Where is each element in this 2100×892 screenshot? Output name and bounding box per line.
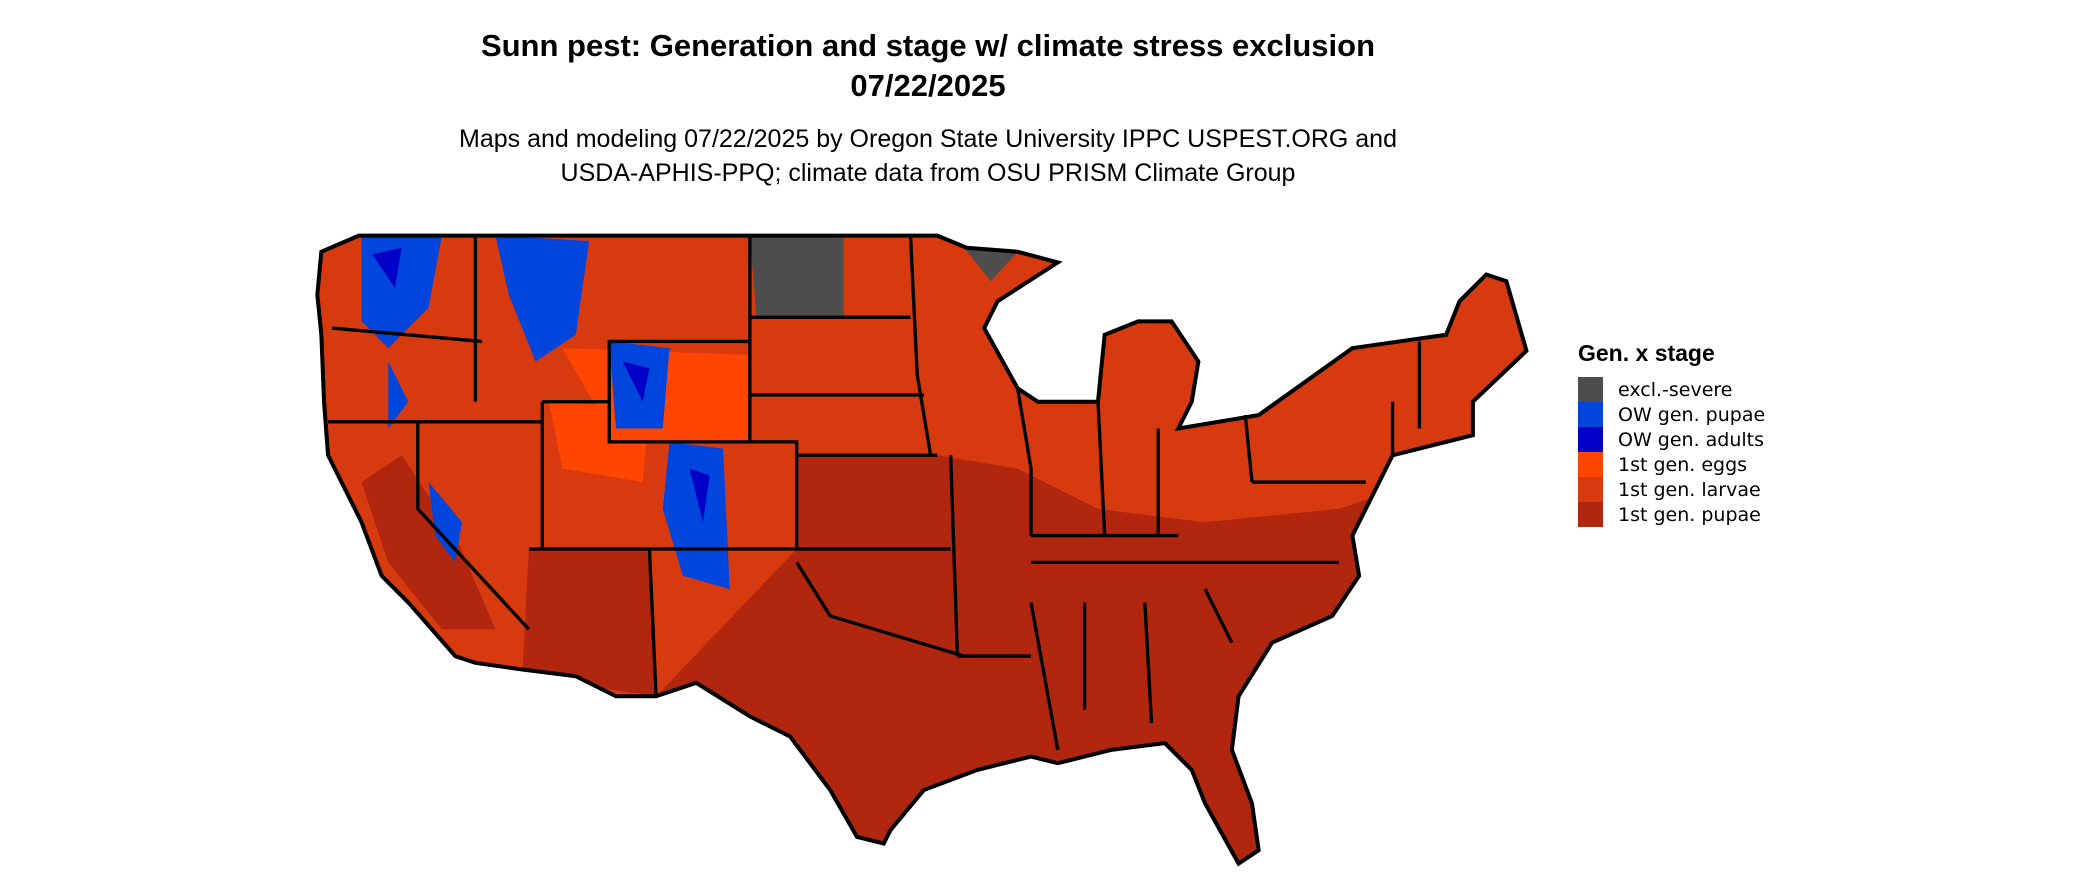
legend-title: Gen. x stage: [1578, 340, 1715, 366]
map-subtitle-line2: USDA-APHIS-PPQ; climate data from OSU PR…: [560, 159, 1296, 187]
legend: Gen. x stage excl.-severe OW gen. pupae …: [1578, 340, 1765, 527]
legend-label: 1st gen. eggs: [1618, 453, 1748, 476]
legend-label: OW gen. pupae: [1618, 403, 1766, 426]
legend-swatch: [1578, 477, 1603, 502]
legend-swatch: [1578, 427, 1603, 452]
legend-item-ow-pupae: OW gen. pupae: [1578, 402, 1765, 427]
legend-label: 1st gen. larvae: [1618, 478, 1761, 501]
legend-item-1st-eggs: 1st gen. eggs: [1578, 452, 1765, 477]
legend-swatch: [1578, 452, 1603, 477]
region-excl-severe: [749, 235, 1018, 318]
legend-item-excl-severe: excl.-severe: [1578, 377, 1765, 402]
region-1st-gen-pupae-south: [656, 455, 1393, 864]
legend-item-ow-adults: OW gen. adults: [1578, 427, 1765, 452]
map-date: 07/22/2025: [850, 68, 1006, 103]
legend-label: OW gen. adults: [1618, 428, 1765, 451]
legend-swatch: [1578, 377, 1603, 402]
legend-swatch: [1578, 502, 1603, 527]
legend-item-1st-larvae: 1st gen. larvae: [1578, 477, 1765, 502]
state-boundaries: [317, 236, 1526, 864]
region-ow-gen-adults: [372, 247, 710, 523]
legend-swatch: [1578, 402, 1603, 427]
legend-item-1st-pupae: 1st gen. pupae: [1578, 502, 1765, 527]
legend-label: 1st gen. pupae: [1618, 503, 1761, 526]
legend-label: excl.-severe: [1618, 378, 1733, 401]
map-title: Sunn pest: Generation and stage w/ clima…: [480, 28, 1376, 63]
map-subtitle-line1: Maps and modeling 07/22/2025 by Oregon S…: [459, 125, 1397, 153]
region-ow-gen-pupae: [361, 235, 730, 590]
